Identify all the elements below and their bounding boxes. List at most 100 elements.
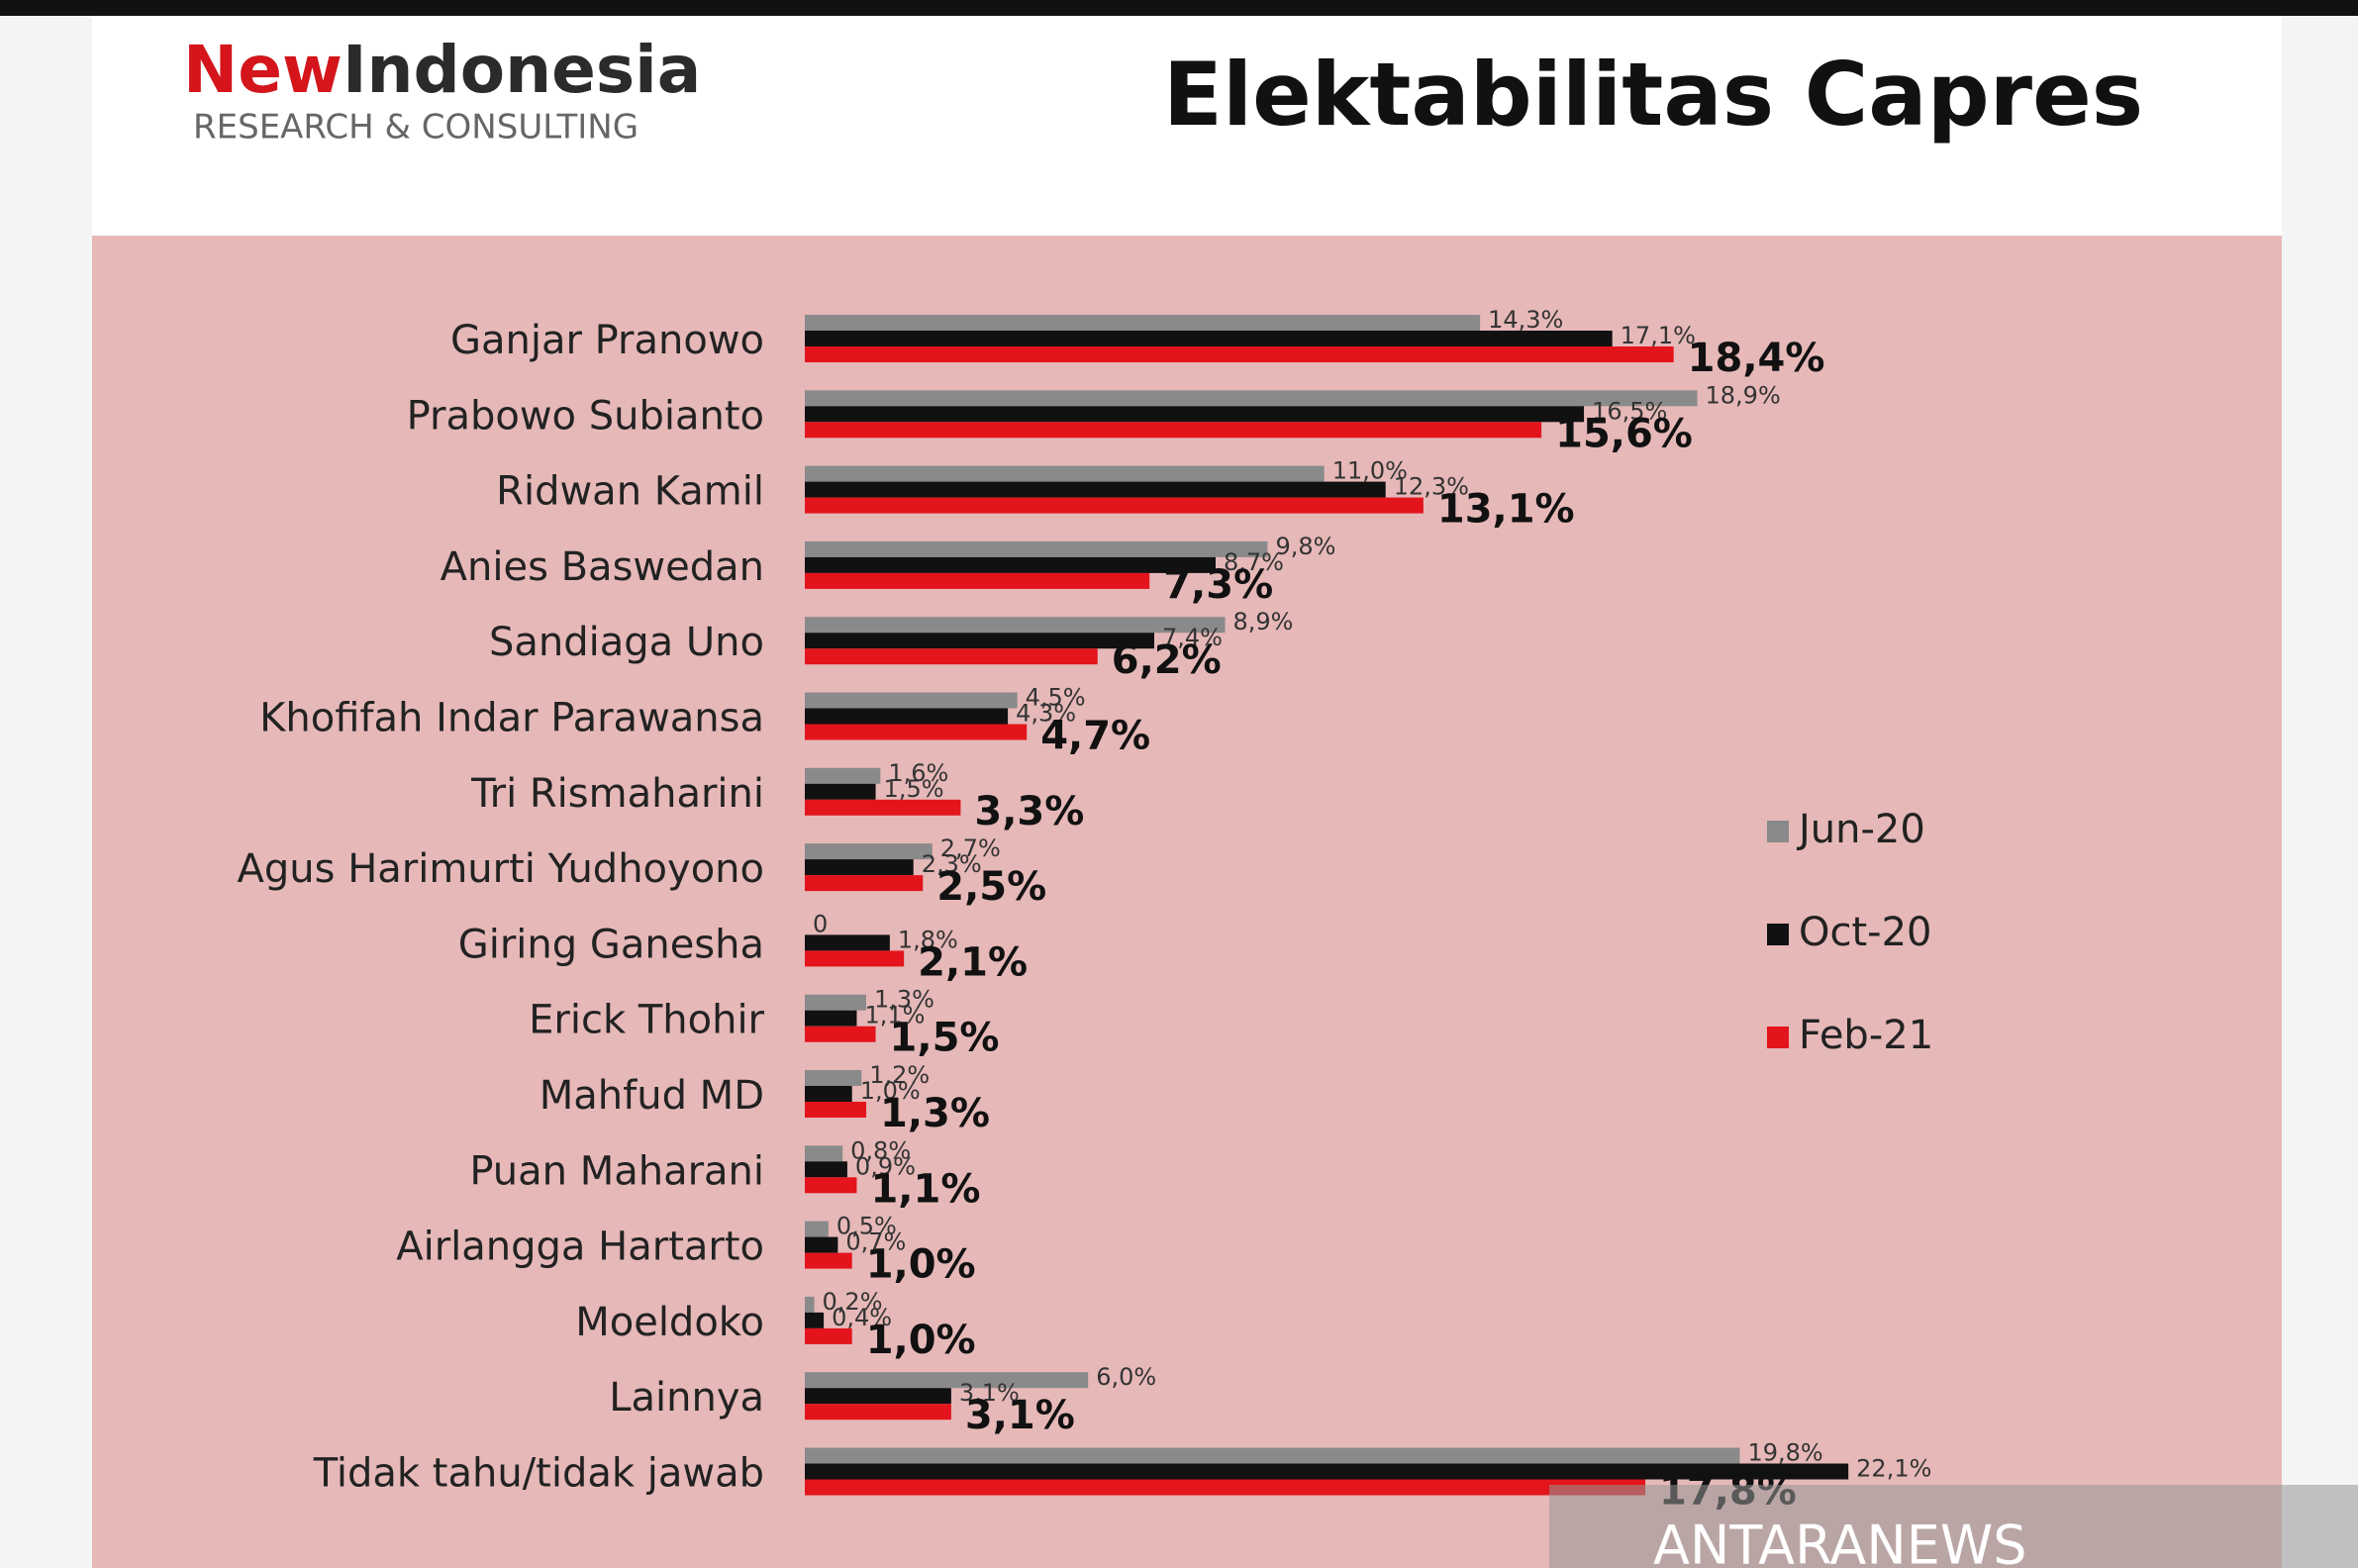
bar <box>805 950 905 967</box>
value-label: 2,3% <box>922 850 982 878</box>
category-label: Mahfud MD <box>540 1073 764 1119</box>
bar <box>805 1463 1849 1480</box>
value-label: 1,0% <box>860 1077 921 1105</box>
value-label: 2,1% <box>918 939 1028 985</box>
legend-swatch <box>1767 821 1789 842</box>
bar <box>805 1145 843 1162</box>
header-panel <box>92 16 2282 236</box>
bar <box>805 934 890 951</box>
bar <box>805 1388 951 1405</box>
value-label: 1,2% <box>869 1061 930 1089</box>
category-label: Tri Rismaharini <box>470 771 764 817</box>
value-label: 3,1% <box>959 1379 1020 1407</box>
value-label: 19,8% <box>1747 1439 1822 1467</box>
value-label: 15,6% <box>1555 411 1693 456</box>
value-label: 7,4% <box>1162 624 1223 651</box>
legend-label: Jun-20 <box>1796 807 1925 852</box>
legend-swatch <box>1767 1027 1789 1048</box>
value-label: 12,3% <box>1394 473 1469 501</box>
bar <box>805 783 876 800</box>
logo-subtitle: RESEARCH & CONSULTING <box>193 108 639 147</box>
category-label: Prabowo Subianto <box>407 393 764 439</box>
bar <box>805 1404 951 1421</box>
value-label: 1,0% <box>866 1242 976 1288</box>
value-label: 14,3% <box>1488 306 1563 334</box>
value-label: 1,5% <box>890 1016 1000 1061</box>
category-label: Sandiaga Uno <box>489 620 764 665</box>
value-label: 4,3% <box>1016 700 1076 728</box>
bar <box>805 1479 1646 1496</box>
bar <box>805 1086 852 1102</box>
watermark-box <box>1549 1485 2358 1568</box>
bar <box>805 465 1325 482</box>
bar <box>805 648 1098 665</box>
bar <box>805 1026 876 1042</box>
value-label: 4,7% <box>1040 714 1150 759</box>
bar <box>805 331 1613 346</box>
bar <box>805 767 881 784</box>
value-label: 11,0% <box>1332 457 1408 485</box>
value-label: 8,9% <box>1233 608 1294 636</box>
value-label: 0,4% <box>832 1304 892 1331</box>
top-bar <box>0 0 2358 16</box>
bar <box>805 1070 862 1086</box>
legend-label: Feb-21 <box>1799 1013 1933 1058</box>
category-label: Moeldoko <box>575 1300 764 1345</box>
value-label: 6,0% <box>1096 1363 1156 1391</box>
bar <box>805 422 1542 439</box>
watermark: ANTARANEWS <box>1653 1515 2027 1568</box>
logo: NewIndonesia <box>183 32 701 108</box>
value-label: 0,7% <box>845 1228 906 1256</box>
value-label: 1,8% <box>898 926 958 953</box>
category-label: Giring Ganesha <box>458 922 764 967</box>
category-label: Ganjar Pranowo <box>450 318 764 363</box>
value-label: 3,1% <box>965 1393 1075 1438</box>
bar <box>805 1177 857 1194</box>
value-label: 1,5% <box>884 775 944 803</box>
bar <box>805 1161 847 1178</box>
bar <box>805 1312 825 1328</box>
category-label: Agus Harimurti Yudhoyono <box>238 846 764 892</box>
category-label: Erick Thohir <box>529 998 764 1043</box>
legend-label: Oct-20 <box>1799 910 1932 955</box>
bar <box>805 1102 867 1118</box>
bar <box>805 799 961 816</box>
bar <box>805 1296 815 1313</box>
bar <box>805 1327 852 1344</box>
bar <box>805 617 1226 634</box>
bar <box>805 572 1150 589</box>
value-label: 1,0% <box>866 1318 976 1363</box>
value-label: 22,1% <box>1856 1455 1931 1483</box>
bar <box>805 1252 852 1269</box>
value-label: 13,1% <box>1437 487 1575 533</box>
chart-panel <box>92 236 2282 1568</box>
value-label: 1,3% <box>880 1091 990 1136</box>
bar <box>805 1447 1740 1464</box>
value-label: 1,6% <box>888 759 948 787</box>
bar <box>805 708 1009 725</box>
value-label: 2,7% <box>940 834 1001 862</box>
value-label: 4,5% <box>1026 684 1086 712</box>
bar <box>805 994 867 1011</box>
category-label: Tidak tahu/tidak jawab <box>313 1451 764 1497</box>
value-label: 1,1% <box>870 1166 980 1212</box>
value-label: 1,3% <box>874 986 934 1014</box>
bar <box>805 390 1698 407</box>
bar <box>805 346 1674 362</box>
bar <box>805 540 1268 557</box>
value-label: 0,2% <box>823 1288 883 1316</box>
logo-part: Indonesia <box>343 32 701 108</box>
value-label: 17,1% <box>1621 322 1696 349</box>
value-label: 7,3% <box>1163 562 1273 608</box>
bar <box>805 843 933 860</box>
bar <box>805 1236 838 1253</box>
value-label: 0,5% <box>836 1213 897 1240</box>
value-label: 0 <box>813 910 828 937</box>
value-label: 2,5% <box>936 864 1046 910</box>
value-label: 18,4% <box>1688 336 1825 381</box>
bar <box>805 859 914 876</box>
bar <box>805 315 1481 331</box>
category-label: Khofifah Indar Parawansa <box>259 696 764 741</box>
